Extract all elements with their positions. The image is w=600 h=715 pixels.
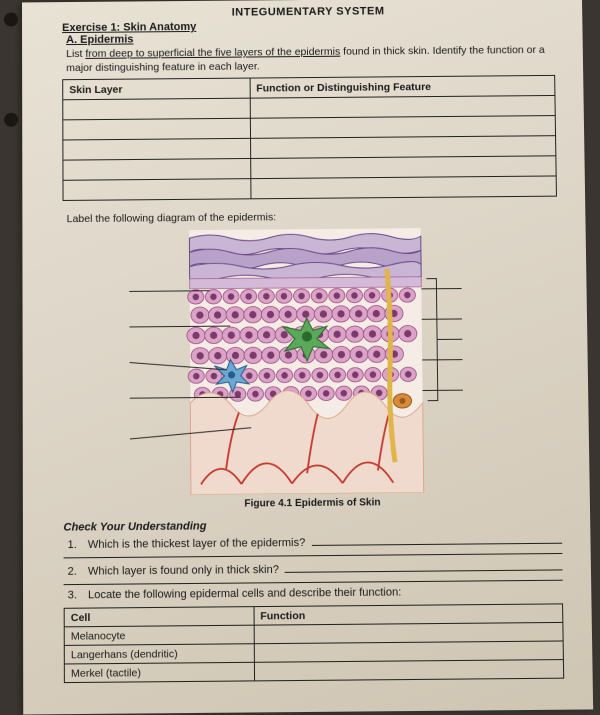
answer-blank[interactable] — [311, 532, 562, 547]
instr-pre: List — [66, 48, 85, 60]
cell-melanocyte: Melanocyte — [64, 625, 254, 645]
epidermis-figure — [129, 228, 495, 496]
col-cell: Cell — [64, 607, 254, 627]
question-1: 1. Which is the thickest layer of the ep… — [68, 532, 563, 552]
q1-text: Which is the thickest layer of the epide… — [88, 537, 306, 551]
q1-num: 1. — [68, 539, 82, 551]
cell-function-table: Cell Function Melanocyte Langerhans (den… — [64, 604, 565, 684]
figure-wrap — [63, 227, 562, 496]
q2-num: 2. — [68, 566, 82, 578]
hole-punch — [4, 113, 18, 127]
col-function: Function or Distinguishing Feature — [250, 76, 555, 99]
question-2: 2. Which layer is found only in thick sk… — [68, 558, 563, 578]
divider — [64, 553, 563, 558]
q3-text: Locate the following epidermal cells and… — [88, 587, 401, 602]
col-skin-layer: Skin Layer — [63, 78, 250, 100]
instruction: List from deep to superficial the five l… — [66, 44, 555, 76]
cell-merkel: Merkel (tactile) — [64, 663, 254, 683]
question-3: 3. Locate the following epidermal cells … — [68, 585, 563, 602]
figure-caption: Figure 4.1 Epidermis of Skin — [63, 496, 561, 512]
q3-num: 3. — [68, 589, 82, 601]
bracket-right — [421, 279, 463, 401]
table-row[interactable]: Merkel (tactile) — [64, 660, 563, 683]
skin-layer-table: Skin Layer Function or Distinguishing Fe… — [62, 75, 557, 201]
answer-blank[interactable] — [285, 558, 563, 573]
q2-text: Which layer is found only in thick skin? — [88, 564, 279, 578]
divider — [64, 580, 563, 585]
cell-langerhans: Langerhans (dendritic) — [64, 644, 254, 664]
instr-underline: from deep to superficial the five layers… — [85, 46, 340, 60]
table-row[interactable] — [63, 176, 556, 200]
label-instruction: Label the following diagram of the epide… — [67, 209, 558, 225]
worksheet-page: INTEGUMENTARY SYSTEM Exercise 1: Skin An… — [22, 0, 593, 714]
hole-punch — [4, 12, 18, 26]
